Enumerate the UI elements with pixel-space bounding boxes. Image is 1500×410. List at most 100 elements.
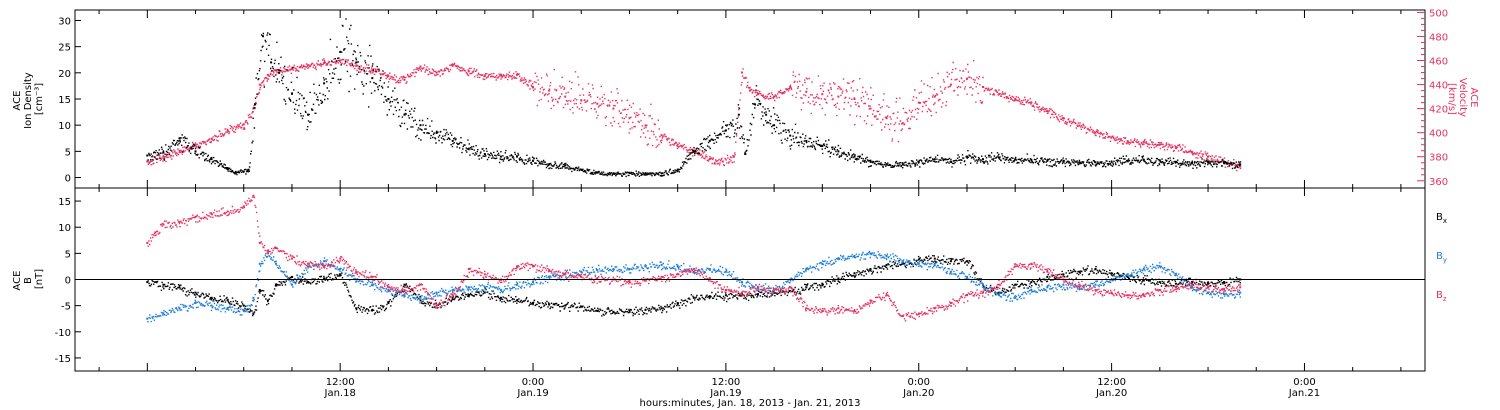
bx-series-point-26 — [532, 302, 534, 304]
bx-series-point-60 — [1078, 270, 1081, 273]
bx-series-point-14 — [339, 273, 342, 276]
density-series-point-13 — [307, 113, 309, 116]
by-series-point-26 — [532, 281, 534, 284]
bz-series-point-71 — [1239, 286, 1242, 289]
density-series-point-6 — [234, 171, 237, 174]
bx-series-cloud — [147, 255, 1241, 317]
bx-series-point-28 — [564, 304, 567, 307]
field-tick-label-5: 10 — [58, 223, 71, 234]
by-series-point-60 — [1078, 286, 1081, 289]
density-series-point-67 — [1142, 158, 1145, 161]
by-series-point-39 — [741, 281, 743, 284]
bx-series-point-64 — [1142, 279, 1145, 282]
velocity-series-point-70 — [1207, 155, 1209, 158]
density-series-point-10 — [270, 61, 273, 64]
velocity-series-point-27 — [548, 89, 551, 92]
bz-series-point-1 — [154, 231, 157, 234]
density-series-point-49 — [853, 155, 856, 158]
velocity-series-point-32 — [628, 117, 631, 120]
density-series-point-8 — [254, 103, 256, 106]
density-tick-label-1: 5 — [65, 147, 71, 158]
by-series-point-13 — [323, 260, 326, 263]
bz-series — [146, 194, 1242, 322]
velocity-tick-label-2: 400 — [1429, 129, 1448, 140]
velocity-series-point-12 — [307, 64, 309, 67]
density-series-point-58 — [998, 156, 1001, 159]
bz-series-point-26 — [516, 265, 518, 268]
density-series-point-9 — [262, 35, 264, 38]
by-series-point-18 — [403, 294, 406, 297]
bz-series-point-45 — [821, 309, 824, 312]
by-series-point-43 — [805, 268, 808, 270]
field-tick-label-3: 0 — [65, 276, 71, 287]
velocity-series-point-30 — [596, 102, 599, 105]
bx-series-point-13 — [323, 277, 326, 280]
density-series-point-61 — [1046, 159, 1049, 162]
density-series-point-50 — [869, 160, 872, 163]
bz-series-point-28 — [548, 269, 551, 272]
velocity-tick-label-1: 380 — [1429, 153, 1448, 164]
bx-series-point-37 — [708, 295, 711, 298]
density-series-point-7 — [247, 168, 250, 171]
by-series-point-38 — [724, 270, 727, 273]
magnetic-field-panel: -15 -10 -5 0 5 10 15 ACE B [nT] Bx By Bz — [12, 187, 1447, 372]
velocity-series-point-16 — [371, 69, 374, 72]
legend-by: By — [1436, 251, 1447, 264]
density-series-point-71 — [1207, 160, 1209, 163]
x-tick-date-1: Jan.19 — [516, 388, 548, 399]
bx-series-point-10 — [274, 283, 277, 286]
x-tick-labels: 12:00Jan.180:00Jan.1912:00Jan.190:00Jan.… — [324, 377, 1321, 399]
bottom-data-layer — [146, 194, 1242, 323]
velocity-series-point-13 — [323, 61, 326, 64]
bz-series-point-69 — [1207, 286, 1209, 289]
by-series-point-32 — [628, 268, 631, 270]
by-series-point-53 — [966, 275, 968, 278]
bx-series-point-25 — [516, 299, 518, 302]
x-tick-time-1: 0:00 — [522, 377, 544, 388]
bx-series-point-5 — [226, 299, 229, 302]
density-series-point-64 — [1094, 161, 1097, 164]
velocity-series-point-15 — [355, 64, 358, 67]
field-tick-label-4: 5 — [65, 249, 71, 260]
x-tick-date-2: Jan.19 — [709, 388, 741, 399]
field-tick-label-1: -10 — [55, 328, 71, 339]
density-label-line-2: Ion Density — [23, 72, 34, 129]
by-series-point-31 — [612, 268, 615, 270]
bz-series-point-35 — [660, 275, 663, 278]
legend-bx: Bx — [1436, 212, 1447, 225]
bx-series-point-22 — [467, 294, 470, 297]
velocity-series-point-18 — [403, 78, 406, 81]
bx-series-point-34 — [660, 307, 663, 310]
density-tick-label-4: 20 — [58, 69, 71, 80]
density-series-point-4 — [210, 158, 213, 161]
bz-series-point-40 — [741, 291, 743, 294]
velocity-series-point-3 — [194, 143, 197, 146]
bz-series-point-44 — [805, 307, 808, 310]
by-series-point-0 — [146, 317, 149, 320]
bz-series-point-42 — [773, 289, 776, 291]
velocity-tick-label-7: 500 — [1429, 8, 1448, 19]
by-series-point-50 — [917, 262, 920, 265]
bx-series-point-51 — [933, 257, 936, 260]
bz-series-point-21 — [435, 304, 438, 307]
density-series-point-40 — [737, 113, 740, 116]
bz-series-point-57 — [1014, 265, 1017, 268]
field-label-line-2: B — [23, 277, 34, 284]
density-series — [146, 18, 1242, 178]
density-series-point-0 — [146, 154, 149, 157]
density-series-point-17 — [371, 77, 374, 80]
field-tick-label-6: 15 — [58, 197, 71, 208]
x-tick-date-0: Jan.18 — [324, 388, 356, 399]
by-series-point-22 — [467, 286, 470, 289]
bx-series-point-46 — [853, 272, 856, 275]
density-series-point-47 — [821, 145, 824, 148]
density-series-point-43 — [765, 113, 768, 116]
bx-series-point-52 — [949, 260, 952, 263]
bz-series-point-14 — [323, 265, 326, 268]
velocity-series-point-31 — [612, 107, 615, 110]
bx-series-point-24 — [499, 296, 502, 299]
bz-series-point-19 — [403, 289, 406, 291]
bx-series-point-0 — [146, 281, 149, 284]
